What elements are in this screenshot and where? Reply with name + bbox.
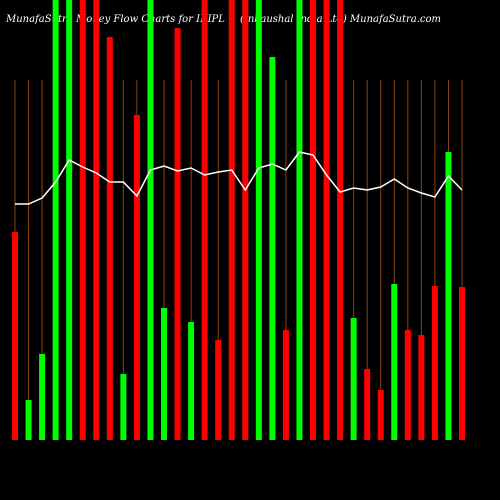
bar [377,390,384,440]
bar [269,57,276,440]
bar [93,0,100,440]
bar [391,284,398,440]
bar [255,0,262,440]
bar [242,0,249,440]
bar [188,322,195,440]
bar [418,335,425,440]
bar [120,374,127,440]
bar [12,232,18,440]
bar [52,0,59,440]
bar [228,0,235,440]
bar [337,0,344,440]
bar [431,286,438,440]
bar [323,0,330,440]
bar [282,330,289,440]
bar [296,0,303,440]
bar [147,0,154,440]
bar [39,354,46,440]
bar [133,115,140,440]
bar [445,152,452,440]
bar [25,400,32,440]
bar [201,0,208,440]
bar [310,0,316,440]
bar [79,0,86,440]
bar [106,37,113,440]
bar [364,369,371,440]
bar [174,28,181,440]
bar [215,340,222,440]
flow-line [15,151,463,205]
bar [404,330,411,440]
bar [350,318,357,440]
bar [66,0,73,440]
bar [161,308,167,440]
chart-title: MunafaSutra Money Flow Charts for IKIPL [5,14,225,25]
bar [459,287,465,440]
